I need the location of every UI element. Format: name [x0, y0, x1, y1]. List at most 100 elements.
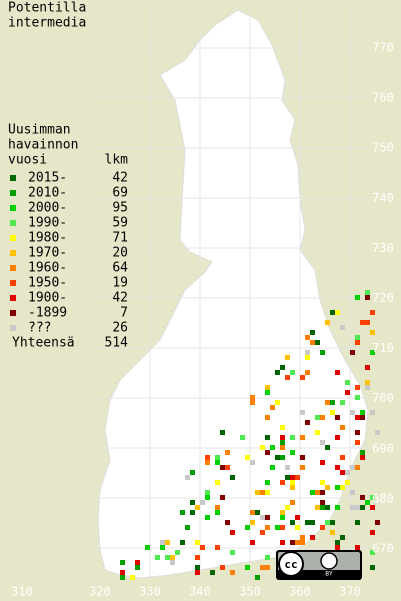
cell [265, 390, 270, 395]
cell [325, 320, 330, 325]
cell [340, 535, 345, 540]
y-label: 670 [372, 542, 394, 556]
cell [355, 415, 360, 420]
cell [205, 460, 210, 465]
cell [340, 425, 345, 430]
legend-swatch [10, 325, 16, 331]
cell [170, 555, 175, 560]
cell [250, 520, 255, 525]
y-label: 770 [372, 41, 394, 55]
cell [365, 295, 370, 300]
cell [295, 525, 300, 530]
cell [195, 565, 200, 570]
cell [345, 470, 350, 475]
legend-count: 59 [112, 216, 128, 231]
cell [330, 310, 335, 315]
cell [375, 430, 380, 435]
cell [310, 535, 315, 540]
legend-label: 1990- [28, 216, 67, 231]
cell [285, 375, 290, 380]
cell [370, 550, 375, 555]
cell [345, 480, 350, 485]
cell [265, 555, 270, 560]
cell [290, 435, 295, 440]
cell [280, 435, 285, 440]
legend-count: 95 [112, 201, 128, 216]
title: intermedia [8, 16, 86, 31]
cell [355, 545, 360, 550]
cell [170, 560, 175, 565]
cell [335, 505, 340, 510]
cell [210, 570, 215, 575]
cell [320, 490, 325, 495]
cell [305, 355, 310, 360]
cell [290, 370, 295, 375]
cell [365, 290, 370, 295]
cell [300, 465, 305, 470]
cell [280, 425, 285, 430]
cell [275, 525, 280, 530]
cell [255, 490, 260, 495]
cell [135, 565, 140, 570]
legend-swatch [10, 190, 16, 196]
cell [265, 525, 270, 530]
cell [165, 540, 170, 545]
cell [370, 505, 375, 510]
y-label: 730 [372, 241, 394, 255]
cell [375, 520, 380, 525]
cell [290, 520, 295, 525]
cell [285, 505, 290, 510]
cell [280, 480, 285, 485]
cell [345, 390, 350, 395]
cell [305, 370, 310, 375]
cell [145, 545, 150, 550]
cell [215, 480, 220, 485]
cell [355, 385, 360, 390]
legend-swatch [10, 175, 16, 181]
cell [315, 415, 320, 420]
cell [255, 575, 260, 580]
cell [285, 475, 290, 480]
y-label: 750 [372, 141, 394, 155]
cell [350, 505, 355, 510]
cell [160, 540, 165, 545]
badge-by: BY [325, 571, 333, 578]
cell [335, 435, 340, 440]
cell [160, 545, 165, 550]
cell [245, 525, 250, 530]
cell [300, 535, 305, 540]
cell [350, 410, 355, 415]
cell [320, 500, 325, 505]
legend-count: 71 [112, 231, 128, 246]
cell [370, 495, 375, 500]
cell [290, 540, 295, 545]
cell [205, 515, 210, 520]
cell [215, 510, 220, 515]
cell [205, 490, 210, 495]
cell [330, 530, 335, 535]
cell [215, 545, 220, 550]
legend-swatch [10, 310, 16, 316]
y-label: 710 [372, 341, 394, 355]
legend-label: 1960- [28, 261, 67, 276]
cell [120, 575, 125, 580]
cell [360, 505, 365, 510]
cell [290, 450, 295, 455]
cell [370, 410, 375, 415]
legend-heading: Uusimman [8, 123, 71, 138]
legend-swatch [10, 235, 16, 241]
legend-label: 1970- [28, 246, 67, 261]
cell [290, 480, 295, 485]
cell [280, 540, 285, 545]
cell [255, 510, 260, 515]
cell [320, 350, 325, 355]
cell [220, 465, 225, 470]
cell [365, 320, 370, 325]
cell [360, 495, 365, 500]
legend-count: 19 [112, 276, 128, 291]
cell [355, 395, 360, 400]
cell [265, 415, 270, 420]
cell [370, 350, 375, 355]
legend-label: 1900- [28, 291, 67, 306]
